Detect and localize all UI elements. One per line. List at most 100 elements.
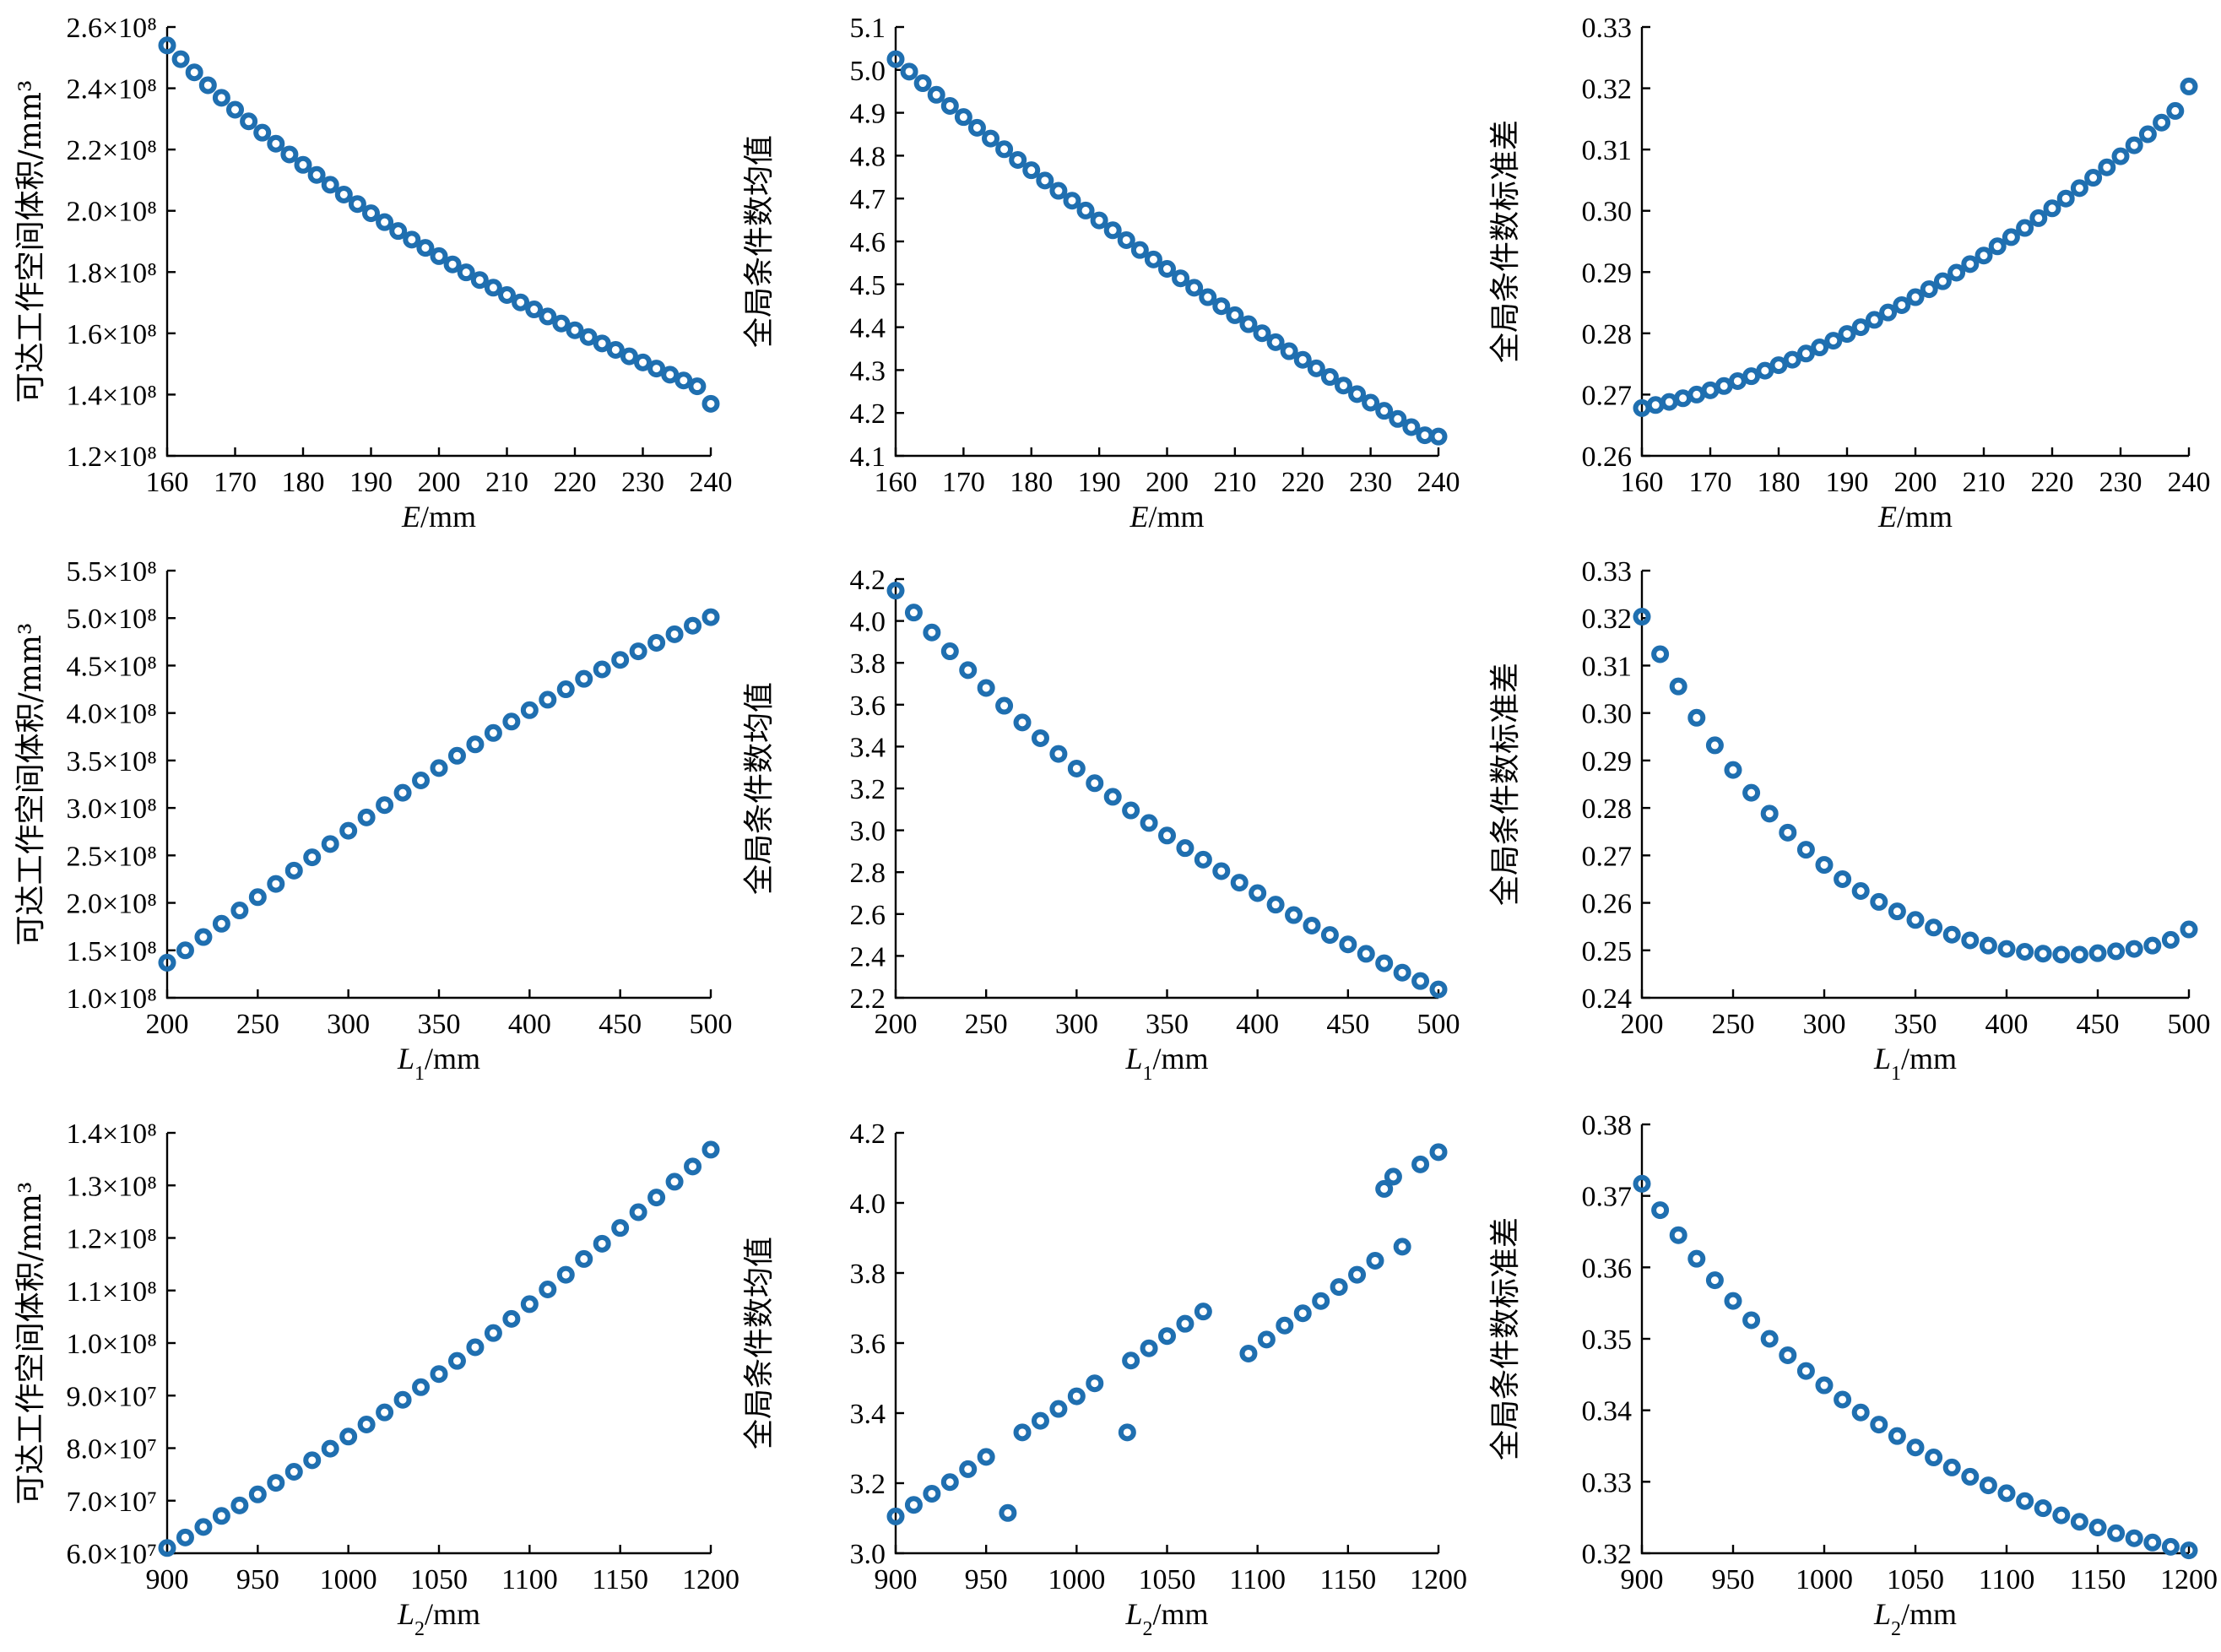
data-point: [498, 286, 516, 304]
data-point: [977, 1448, 995, 1466]
data-point: [303, 848, 322, 867]
y-tick-label: 1.2×10⁸: [66, 1224, 157, 1255]
data-point: [1724, 1292, 1742, 1310]
data-point: [284, 1463, 303, 1481]
data-point: [2088, 1519, 2107, 1537]
x-tick-label: 1050: [1139, 1564, 1196, 1595]
data-point: [1334, 376, 1352, 395]
data-point: [1925, 1449, 1943, 1467]
chart-panel-6: 200 250 300 350 400 450 500 0.24 0.25 0.26 0.27 0.2…: [1488, 556, 2211, 1085]
y-tick-label: 1.0×10⁸: [66, 1329, 157, 1360]
data-point: [665, 625, 684, 643]
data-point: [1815, 856, 1834, 875]
x-tick-label: 240: [690, 467, 733, 498]
y-tick-label: 4.8: [850, 141, 886, 172]
data-point: [267, 134, 285, 153]
data-point: [629, 642, 647, 661]
x-tick-label: 1000: [320, 1564, 377, 1595]
y-axis-label: 全局条件数均值: [742, 1237, 777, 1449]
data-point: [940, 642, 959, 661]
data-point: [1212, 862, 1231, 880]
data-point: [2107, 942, 2126, 961]
x-tick-label: 300: [1803, 1009, 1846, 1040]
data-point: [647, 1189, 666, 1207]
data-point: [593, 1234, 611, 1253]
data-point: [1357, 945, 1375, 963]
data-point: [1947, 263, 1966, 282]
data-point: [1158, 260, 1176, 279]
data-point: [403, 230, 421, 249]
y-tick-label: 3.0×10⁸: [66, 794, 157, 825]
y-axis-label: 可达工作空间体积/mm³: [14, 80, 48, 404]
x-tick-label: 250: [965, 1009, 1008, 1040]
x-tick-label: 400: [1236, 1009, 1279, 1040]
data-point: [1783, 350, 1801, 369]
x-tick-label: 1000: [1048, 1564, 1105, 1595]
data-point: [1975, 246, 1993, 265]
data-point: [416, 239, 435, 257]
y-tick-label: 3.2: [850, 1469, 886, 1500]
y-tick-label: 1.8×10⁸: [66, 257, 157, 289]
data-point: [1293, 1304, 1312, 1323]
data-point: [684, 1157, 702, 1176]
data-point: [1049, 1400, 1068, 1418]
data-point: [280, 145, 299, 164]
data-point: [2180, 1541, 2198, 1560]
x-tick-label: 950: [236, 1564, 279, 1595]
x-tick-label: 900: [1621, 1564, 1664, 1595]
data-point: [520, 1295, 539, 1313]
data-point: [447, 1351, 466, 1370]
data-point: [2098, 158, 2116, 176]
data-point: [1865, 311, 1883, 329]
data-point: [1906, 1438, 1925, 1457]
x-tick-label: 230: [2099, 467, 2142, 498]
data-point: [307, 165, 326, 184]
data-point: [1067, 1387, 1086, 1406]
data-point: [2016, 219, 2034, 237]
data-point: [1651, 645, 1670, 664]
data-point: [954, 108, 972, 127]
data-point: [194, 1518, 213, 1536]
data-point: [1429, 427, 1448, 446]
data-point: [1705, 736, 1724, 755]
data-point: [1122, 801, 1140, 820]
y-tick-label: 5.1: [850, 13, 886, 44]
data-point: [1185, 279, 1204, 297]
data-point: [1705, 1271, 1724, 1290]
data-point: [539, 691, 557, 709]
data-point: [253, 123, 272, 142]
y-tick-label: 4.0: [850, 1189, 886, 1220]
x-tick-label: 210: [1963, 467, 2006, 498]
y-axis-label: 全局条件数均值: [742, 135, 777, 348]
data-point: [248, 888, 267, 907]
data-point: [1933, 272, 1952, 290]
y-tick-label: 0.30: [1582, 699, 1633, 730]
y-tick-label: 4.6: [850, 227, 886, 258]
x-tick-label: 1050: [410, 1564, 468, 1595]
data-point: [665, 1173, 684, 1191]
data-point: [1076, 201, 1095, 219]
data-point: [2043, 199, 2061, 218]
data-point: [1756, 361, 1774, 380]
y-tick-label: 2.0×10⁸: [66, 197, 157, 228]
x-tick-label: 1000: [1796, 1564, 1853, 1595]
data-point: [1158, 1327, 1176, 1346]
x-tick-label: 1150: [2070, 1564, 2126, 1595]
y-tick-label: 0.28: [1582, 794, 1633, 825]
data-point: [1176, 1314, 1194, 1333]
data-point: [339, 821, 358, 840]
y-tick-label: 0.31: [1582, 135, 1633, 166]
data-point: [1212, 297, 1231, 316]
data-point: [466, 735, 485, 754]
data-point: [484, 723, 502, 742]
y-tick-label: 2.2: [850, 983, 886, 1015]
data-point: [1230, 874, 1249, 892]
y-tick-label: 6.0×10⁷: [66, 1539, 157, 1570]
chart-panel-5: 200 250 300 350 400 450 500 2.2 2.4 2.6 2.8 3.0 3.2 3…: [742, 565, 1460, 1085]
data-point: [913, 74, 932, 93]
data-point: [1086, 774, 1104, 793]
data-point: [339, 1427, 358, 1446]
data-point: [1362, 393, 1380, 412]
data-point: [412, 772, 431, 790]
data-point: [430, 246, 448, 265]
